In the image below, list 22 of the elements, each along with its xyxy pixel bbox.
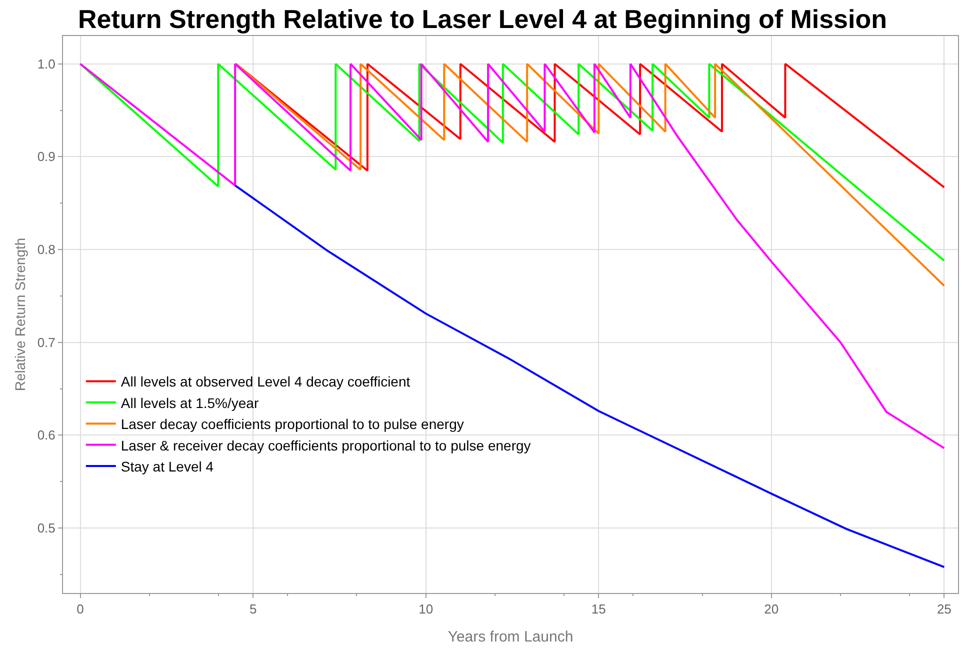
- x-tick-label: 10: [418, 602, 434, 617]
- chart-title: Return Strength Relative to Laser Level 4 at Beginning of Mission: [78, 4, 888, 34]
- x-tick-label: 5: [249, 602, 257, 617]
- y-tick-label: 0.8: [37, 242, 56, 258]
- x-axis-title: Years from Launch: [448, 628, 574, 646]
- x-tick-label: 25: [936, 602, 952, 617]
- line-series: [234, 62, 946, 287]
- legend-label: Stay at Level 4: [120, 458, 214, 474]
- legend-label: All levels at observed Level 4 decay coefficient: [120, 374, 410, 390]
- legend-label: Laser decay coefficients proportional to to pulse energy: [120, 416, 464, 432]
- x-tick-label: 20: [764, 602, 779, 617]
- legend-label: All levels at 1.5%/year: [120, 394, 259, 411]
- y-axis-title: Relative Return Strength: [12, 238, 28, 392]
- x-tick-label: 15: [591, 602, 606, 617]
- y-tick-label: 1.0: [37, 56, 56, 72]
- y-tick-label: 0.6: [37, 428, 56, 443]
- y-tick-label: 0.9: [37, 149, 56, 164]
- y-tick-label: 0.7: [37, 334, 56, 350]
- legend-label: Laser & receiver decay coefficients proportional to to pulse energy: [120, 437, 531, 454]
- x-tick-label: 0: [76, 602, 84, 617]
- y-tick-label: 0.5: [37, 520, 56, 536]
- line-series: [79, 62, 946, 262]
